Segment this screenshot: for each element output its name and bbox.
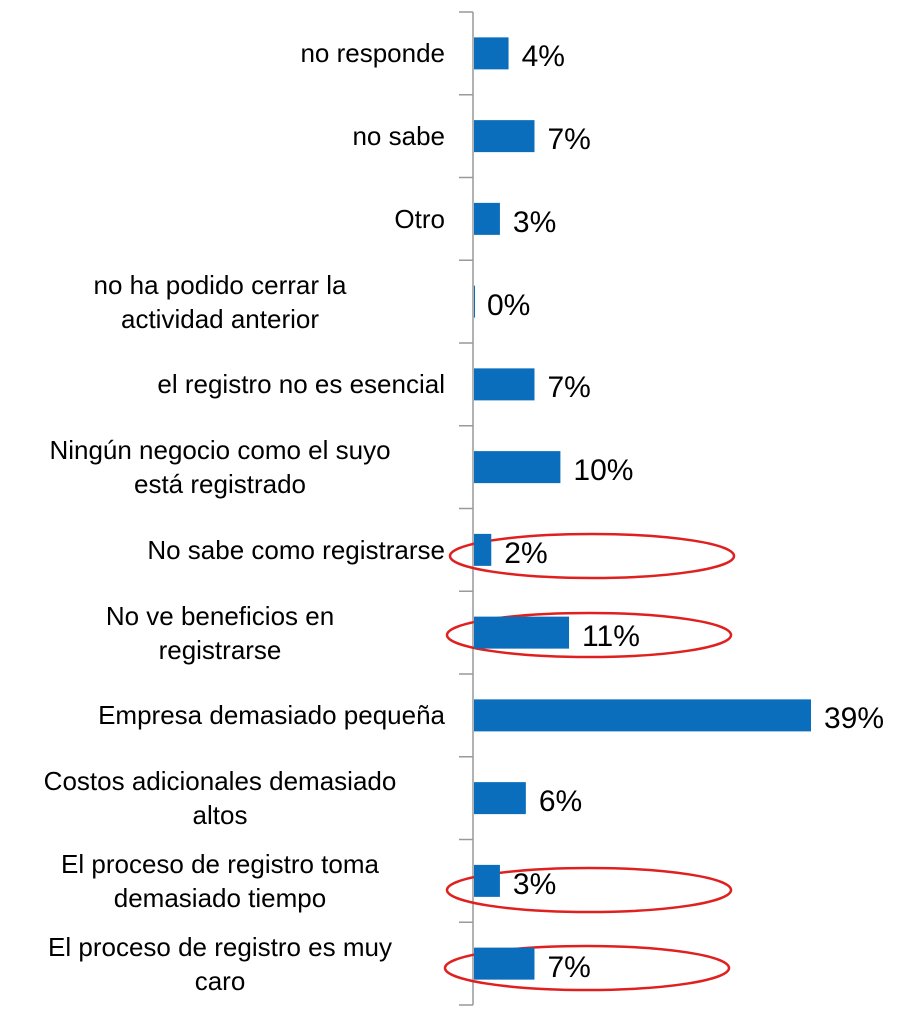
category-label: No ve beneficios en registrarse: [105, 600, 335, 665]
category-label: Costos adicionales demasiado altos: [43, 766, 397, 831]
bar: [474, 37, 509, 70]
category-label: Empresa demasiado pequeña: [98, 700, 445, 731]
value-label: 11%: [582, 619, 640, 653]
category-label: no ha podido cerrar la actividad anterio…: [93, 269, 347, 334]
bar: [474, 120, 535, 153]
category-label: Ningún negocio como el suyo está registr…: [49, 435, 391, 500]
highlight: [443, 944, 731, 992]
value-label: 7%: [547, 371, 591, 405]
value-label: 7%: [547, 950, 591, 984]
category-label: no responde: [300, 38, 445, 69]
bar: [474, 451, 561, 484]
category-label: No sabe como registrarse: [147, 534, 445, 565]
value-label: 7%: [547, 123, 591, 157]
bar: [474, 782, 526, 815]
value-label: 39%: [824, 702, 885, 736]
value-label: 3%: [512, 867, 557, 901]
value-label: 4%: [521, 40, 565, 74]
category-label: El proceso de registro es muy caro: [48, 931, 392, 996]
value-label: 3%: [512, 205, 557, 239]
highlight: [445, 611, 733, 659]
category-label: Otro: [394, 203, 445, 234]
category-label: el registro no es esencial: [157, 369, 445, 400]
bar: [474, 285, 475, 318]
value-label: 2%: [504, 536, 548, 570]
bar: [474, 699, 811, 732]
value-label: 6%: [538, 785, 583, 819]
category-label: El proceso de registro toma demasiado ti…: [61, 848, 379, 913]
highlight: [445, 866, 733, 914]
bar: [474, 947, 535, 980]
category-label: no sabe: [352, 121, 445, 152]
value-label: 10%: [573, 454, 634, 488]
bar: [474, 533, 492, 566]
bar: [474, 864, 500, 897]
value-label: 0%: [487, 288, 531, 322]
bar: [474, 202, 500, 235]
bar: [474, 368, 535, 401]
bar: [474, 616, 570, 649]
highlight: [448, 532, 736, 580]
